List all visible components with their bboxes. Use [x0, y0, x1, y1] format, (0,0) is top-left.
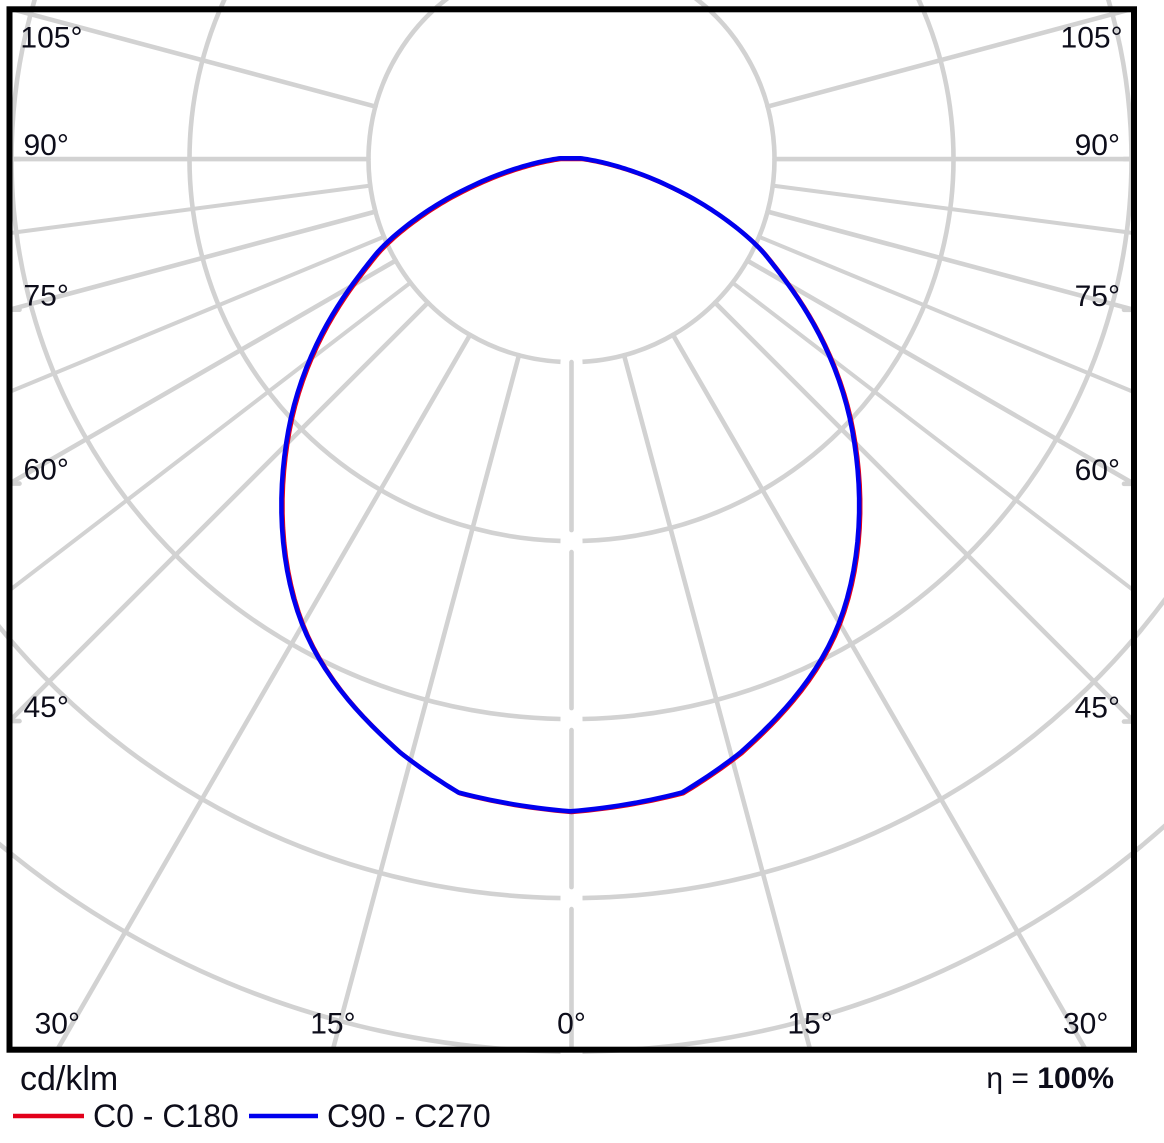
svg-text:C0 - C180: C0 - C180 — [93, 1098, 239, 1134]
svg-text:C90 - C270: C90 - C270 — [327, 1098, 491, 1134]
